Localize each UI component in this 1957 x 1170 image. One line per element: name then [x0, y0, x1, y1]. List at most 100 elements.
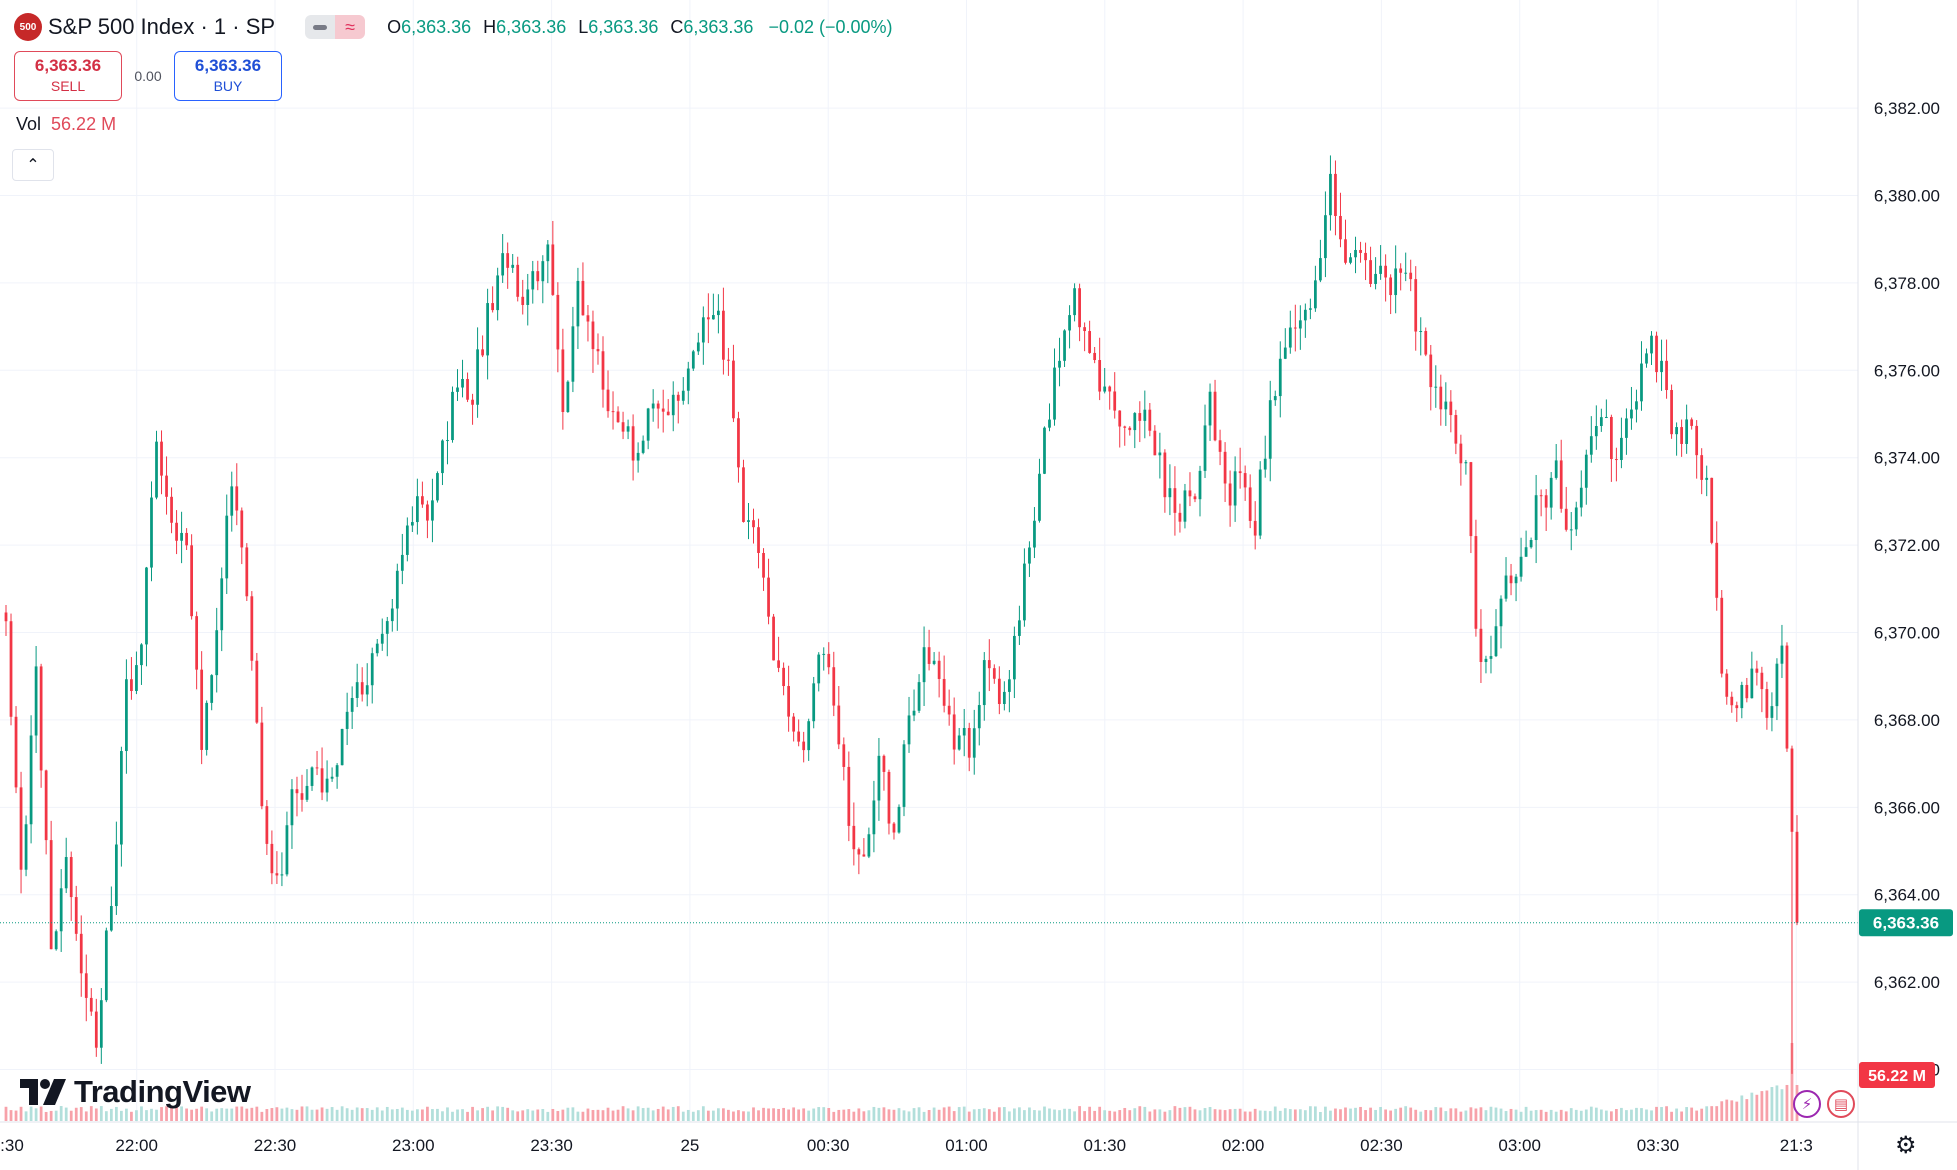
volume-bar	[240, 1106, 244, 1121]
low-value: 6,363.36	[588, 16, 659, 37]
candle-body	[1579, 487, 1583, 508]
candle-body	[797, 731, 801, 742]
candle-body	[807, 721, 811, 751]
indicator-wave-icon[interactable]: ≈	[335, 15, 366, 39]
volume-bar	[1163, 1111, 1167, 1121]
candle-body	[1594, 426, 1598, 437]
volume-legend[interactable]: Vol 56.22 M	[16, 114, 116, 135]
sell-button[interactable]: 6,363.36 SELL	[14, 51, 122, 101]
volume-bar	[456, 1109, 459, 1121]
volume-bar	[842, 1109, 846, 1121]
volume-bar	[1263, 1110, 1267, 1121]
candle-body	[375, 643, 379, 654]
volume-bar	[531, 1110, 535, 1121]
candle-body	[1409, 272, 1413, 280]
volume-bar	[872, 1106, 876, 1121]
buy-label: BUY	[213, 78, 243, 94]
volume-bar	[1083, 1111, 1086, 1121]
volume-bar	[185, 1108, 188, 1121]
tradingview-logo[interactable]: TradingView	[20, 1074, 251, 1110]
volume-bar	[977, 1108, 981, 1121]
candle-body	[1319, 258, 1322, 281]
volume-bar	[606, 1107, 610, 1121]
price-tick-label: 6,366.00	[1874, 798, 1940, 817]
candle-body	[1218, 440, 1222, 452]
candle-body	[1314, 280, 1317, 309]
volume-bar	[310, 1109, 314, 1121]
candle-body	[521, 296, 525, 305]
candle-body	[1700, 455, 1704, 480]
volume-bar	[305, 1106, 309, 1121]
symbol-logo-icon[interactable]: 500	[14, 13, 42, 41]
candle-body	[1063, 330, 1066, 361]
tradingview-mark-icon	[20, 1079, 66, 1105]
volume-label: Vol	[16, 114, 42, 134]
volume-bar	[571, 1107, 575, 1121]
volume-bar	[1103, 1110, 1107, 1121]
candle-body	[1680, 427, 1683, 444]
candle-body	[536, 271, 540, 282]
volume-bar	[1710, 1106, 1714, 1121]
volume-bar	[987, 1109, 991, 1121]
volume-bar	[84, 1111, 88, 1121]
candle-body	[862, 854, 866, 857]
candle-body	[335, 765, 339, 777]
volume-bar	[280, 1108, 284, 1121]
close-key: C	[670, 16, 684, 37]
volume-bar	[676, 1106, 680, 1121]
volume-bar	[1620, 1107, 1623, 1121]
price-axis[interactable]: 6,382.00 6,380.00 6,378.00 6,376.00 6,374.00…	[1857, 0, 1940, 1170]
lightning-event-icon[interactable]: ⚡	[1793, 1090, 1821, 1118]
candle-body	[486, 303, 489, 356]
candle-body	[370, 653, 374, 686]
volume-value: 56.22 M	[51, 114, 117, 134]
volume-bar	[1173, 1106, 1177, 1121]
candle-body	[1293, 327, 1297, 329]
volume-bar	[927, 1110, 931, 1121]
volume-bar	[1630, 1109, 1633, 1121]
candle-body	[120, 751, 123, 845]
candle-body	[1369, 260, 1372, 284]
candle-body	[1163, 452, 1167, 498]
candle-body	[1288, 327, 1292, 348]
volume-bar	[1509, 1108, 1513, 1121]
candle-body	[762, 552, 765, 578]
candle-body	[275, 873, 279, 876]
volume-bar	[701, 1106, 705, 1121]
candle-body	[747, 520, 750, 522]
candle-body	[1444, 401, 1448, 410]
volume-bar	[1243, 1111, 1247, 1121]
chevron-up-icon: ⌃	[26, 157, 40, 174]
volume-bar	[235, 1106, 239, 1121]
symbol-name[interactable]: S&P 500 Index · 1 · SP	[48, 14, 276, 39]
buy-button[interactable]: 6,363.36 BUY	[174, 51, 282, 101]
candle-body	[34, 666, 38, 736]
candle-body	[340, 728, 344, 766]
hide-indicators-icon[interactable]	[305, 15, 336, 39]
indicator-toggle[interactable]: ≈	[305, 15, 366, 39]
candle-body	[1589, 436, 1593, 455]
us-flag-event-icon[interactable]: ▤	[1827, 1090, 1855, 1118]
collapse-legend-button[interactable]: ⌃	[12, 149, 54, 181]
candle-body	[1795, 831, 1799, 923]
candle-body	[1133, 413, 1137, 431]
candle-body	[1604, 416, 1608, 418]
volume-bar	[546, 1111, 550, 1121]
time-axis[interactable]: :30 22:00 22:30 23:00 23:30 25 00:30 01:00 01:30…	[0, 1121, 1957, 1155]
candle-body	[1715, 542, 1719, 598]
candle-body	[190, 545, 194, 617]
volume-bar	[1449, 1108, 1453, 1121]
volume-bar	[1695, 1110, 1699, 1121]
volume-bar	[947, 1106, 951, 1121]
volume-bar	[1314, 1106, 1317, 1121]
volume-bar	[24, 1111, 28, 1121]
volume-bar	[260, 1111, 264, 1121]
volume-bar	[1765, 1090, 1769, 1121]
volume-bar	[992, 1111, 996, 1121]
candle-body	[1068, 315, 1071, 331]
volume-bar	[807, 1110, 811, 1121]
volume-bar	[1665, 1106, 1668, 1121]
gear-icon[interactable]: ⚙	[1895, 1132, 1917, 1159]
volume-bar	[706, 1110, 710, 1121]
